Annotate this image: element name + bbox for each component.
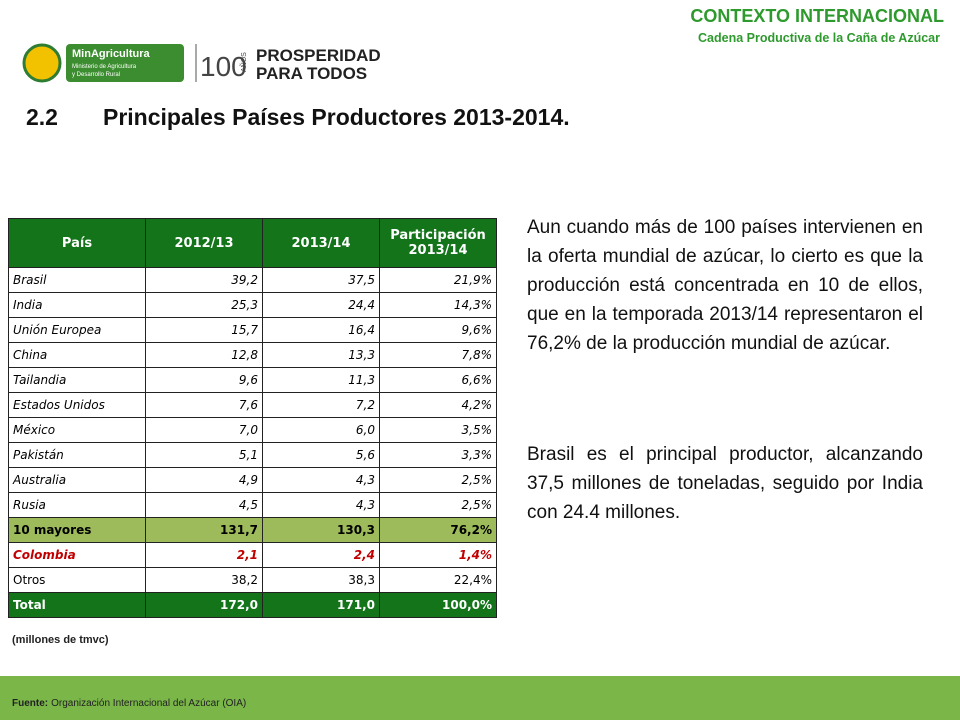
value-cell: 25,3 <box>145 292 263 318</box>
production-table: País 2012/13 2013/14 Participación 2013/14 B… <box>8 218 497 618</box>
value-cell: 4,3 <box>262 467 380 493</box>
anniversary-word: AÑOS <box>239 52 248 72</box>
value-cell: 2,5% <box>379 467 497 493</box>
anniversary: 100 <box>200 51 247 82</box>
footer-bar: Fuente: Organización Internacional del Az… <box>0 676 960 720</box>
value-cell: 22,4% <box>379 567 497 593</box>
table-row: Otros 38,2 38,3 22,4% <box>8 567 497 593</box>
value-cell: 15,7 <box>145 317 263 343</box>
country-cell: Estados Unidos <box>8 392 146 418</box>
country-cell: China <box>8 342 146 368</box>
value-cell: 2,5% <box>379 492 497 518</box>
country-cell: Unión Europea <box>8 317 146 343</box>
footer-source: Organización Internacional del Azúcar (O… <box>51 698 247 709</box>
column-header: Participación 2013/14 <box>379 218 497 268</box>
value-cell: 4,9 <box>145 467 263 493</box>
value-cell: 5,6 <box>262 442 380 468</box>
value-cell: 38,3 <box>262 567 380 593</box>
value-cell: 171,0 <box>262 592 380 618</box>
table-row: India 25,3 24,4 14,3% <box>8 292 497 318</box>
value-cell: 6,6% <box>379 367 497 393</box>
value-cell: 7,0 <box>145 417 263 443</box>
value-cell: 12,8 <box>145 342 263 368</box>
value-cell: 2,1 <box>145 542 263 568</box>
value-cell: 4,3 <box>262 492 380 518</box>
country-cell: Tailandia <box>8 367 146 393</box>
country-cell: Australia <box>8 467 146 493</box>
value-cell: 3,5% <box>379 417 497 443</box>
value-cell: 2,4 <box>262 542 380 568</box>
slogan: PROSPERIDAD <box>256 46 381 65</box>
value-cell: 13,3 <box>262 342 380 368</box>
value-cell: 39,2 <box>145 267 263 293</box>
value-cell: 100,0% <box>379 592 497 618</box>
value-cell: 7,8% <box>379 342 497 368</box>
value-cell: 11,3 <box>262 367 380 393</box>
table-row: 10 mayores 131,7 130,3 76,2% <box>8 517 497 543</box>
table-row: Pakistán 5,1 5,6 3,3% <box>8 442 497 468</box>
paragraph: Aun cuando más de 100 países intervienen… <box>527 217 923 354</box>
section-title: CONTEXTO INTERNACIONAL <box>690 6 944 26</box>
slogan: PARA TODOS <box>256 64 367 83</box>
column-header: 2013/14 <box>262 218 380 268</box>
value-cell: 24,4 <box>262 292 380 318</box>
value-cell: 4,2% <box>379 392 497 418</box>
ministry-name: MinAgricultura <box>72 48 150 60</box>
country-cell: Total <box>8 592 146 618</box>
value-cell: 6,0 <box>262 417 380 443</box>
table-row: Tailandia 9,6 11,3 6,6% <box>8 367 497 393</box>
table-row: China 12,8 13,3 7,8% <box>8 342 497 368</box>
table-row: Unión Europea 15,7 16,4 9,6% <box>8 317 497 343</box>
title-number: 2.2 <box>26 104 58 130</box>
country-cell: Colombia <box>8 542 146 568</box>
value-cell: 7,2 <box>262 392 380 418</box>
country-cell: India <box>8 292 146 318</box>
value-cell: 130,3 <box>262 517 380 543</box>
table-note: (millones de tmvc) <box>12 634 109 646</box>
value-cell: 21,9% <box>379 267 497 293</box>
column-header: 2012/13 <box>145 218 263 268</box>
country-cell: Otros <box>8 567 146 593</box>
table-row: Estados Unidos 7,6 7,2 4,2% <box>8 392 497 418</box>
table-row: Total 172,0 171,0 100,0% <box>8 592 497 618</box>
table-row: Brasil 39,2 37,5 21,9% <box>8 267 497 293</box>
table-row: Colombia 2,1 2,4 1,4% <box>8 542 497 568</box>
value-cell: 3,3% <box>379 442 497 468</box>
ministry-line: Ministerio de Agricultura <box>72 64 137 70</box>
country-cell: 10 mayores <box>8 517 146 543</box>
ministry-badge <box>66 44 184 82</box>
value-cell: 76,2% <box>379 517 497 543</box>
value-cell: 4,5 <box>145 492 263 518</box>
country-cell: Rusia <box>8 492 146 518</box>
ministry-line: y Desarrollo Rural <box>72 72 120 78</box>
table-row: México 7,0 6,0 3,5% <box>8 417 497 443</box>
value-cell: 38,2 <box>145 567 263 593</box>
value-cell: 9,6% <box>379 317 497 343</box>
coat-of-arms <box>22 43 62 83</box>
value-cell: 1,4% <box>379 542 497 568</box>
value-cell: 7,6 <box>145 392 263 418</box>
value-cell: 9,6 <box>145 367 263 393</box>
value-cell: 14,3% <box>379 292 497 318</box>
country-cell: México <box>8 417 146 443</box>
country-cell: Pakistán <box>8 442 146 468</box>
footer-text: Fuente: Organización Internacional del Az… <box>12 698 246 709</box>
section-subtitle: Cadena Productiva de la Caña de Azúcar <box>698 31 940 45</box>
table-row: Rusia 4,5 4,3 2,5% <box>8 492 497 518</box>
value-cell: 5,1 <box>145 442 263 468</box>
footer-label: Fuente: <box>12 698 49 709</box>
paragraph: Brasil es el principal productor, alcanz… <box>527 444 923 523</box>
value-cell: 16,4 <box>262 317 380 343</box>
logos: MinAgricultura Ministerio de Agricultura… <box>22 43 381 83</box>
column-header: País <box>8 218 146 268</box>
header-row: País 2012/13 2013/14 Participación 2013/14 <box>8 218 497 268</box>
value-cell: 37,5 <box>262 267 380 293</box>
country-cell: Brasil <box>8 267 146 293</box>
table-row: Australia 4,9 4,3 2,5% <box>8 467 497 493</box>
value-cell: 131,7 <box>145 517 263 543</box>
title-text: Principales Países Productores 2013-2014… <box>103 104 570 130</box>
value-cell: 172,0 <box>145 592 263 618</box>
title: 2.2 Principales Países Productores 2013-2… <box>26 104 570 131</box>
